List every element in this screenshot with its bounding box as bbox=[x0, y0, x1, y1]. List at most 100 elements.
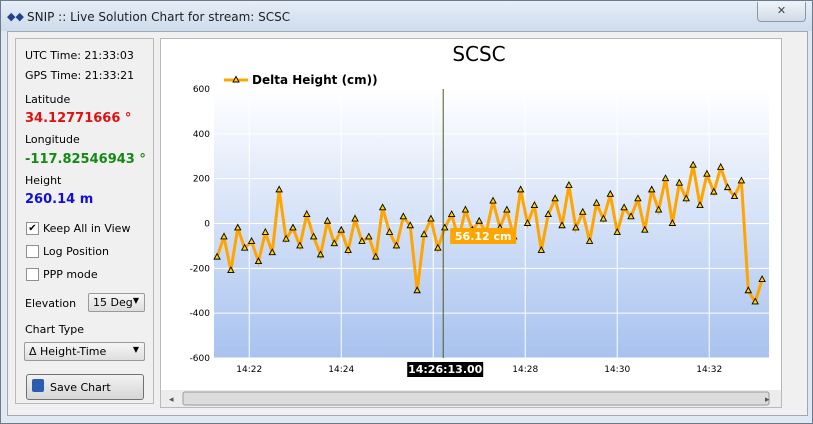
longitude-label: Longitude bbox=[25, 133, 80, 146]
data-point bbox=[530, 201, 539, 209]
data-point bbox=[689, 160, 697, 168]
y-tick-label: 600 bbox=[193, 85, 210, 95]
scroll-thumb[interactable] bbox=[182, 391, 770, 406]
gps-time: GPS Time: 21:33:21 bbox=[25, 69, 135, 82]
data-point bbox=[309, 232, 318, 240]
data-point bbox=[565, 180, 573, 188]
data-point bbox=[213, 252, 221, 260]
data-point bbox=[365, 232, 373, 240]
utc-time: UTC Time: 21:33:03 bbox=[25, 49, 134, 62]
data-point bbox=[434, 243, 442, 251]
data-point bbox=[613, 228, 621, 235]
scroll-left[interactable]: ◂ bbox=[169, 395, 174, 405]
y-tick-label: 0 bbox=[204, 220, 210, 230]
chart-type-select[interactable]: Δ Height-Time ▼ bbox=[24, 342, 145, 361]
longitude-value: -117.82546943 ° bbox=[25, 152, 146, 167]
elevation-value: 15 Deg bbox=[93, 296, 133, 309]
data-point bbox=[661, 174, 670, 182]
data-point bbox=[337, 225, 346, 233]
y-tick-label: 200 bbox=[193, 175, 210, 185]
data-point bbox=[696, 201, 704, 209]
checkbox[interactable] bbox=[26, 245, 39, 258]
data-point bbox=[406, 221, 415, 229]
data-point bbox=[351, 214, 359, 222]
data-point bbox=[634, 194, 642, 202]
app-icon: ◆◆ bbox=[7, 10, 24, 23]
data-point bbox=[641, 225, 649, 233]
data-point bbox=[247, 236, 256, 244]
close-button[interactable]: ✕ bbox=[757, 2, 806, 22]
title-bar: ◆◆ SNIP :: Live Solution Chart for strea… bbox=[1, 1, 812, 31]
data-point bbox=[544, 210, 552, 217]
x-tick-label: 14:28 bbox=[512, 365, 538, 375]
sidebar: UTC Time: 21:33:03 GPS Time: 21:33:21 La… bbox=[15, 38, 154, 404]
data-point bbox=[647, 185, 656, 193]
data-point bbox=[516, 185, 525, 193]
data-point bbox=[413, 286, 421, 294]
data-point bbox=[220, 232, 228, 240]
data-point bbox=[668, 219, 677, 226]
chart: ◂ ▸ SCSC -600 -400 -200 0 200 400 600 14:22 14:24… bbox=[161, 42, 781, 407]
data-point bbox=[654, 205, 663, 213]
y-tick-label: -200 bbox=[190, 264, 211, 274]
series-line bbox=[215, 162, 764, 306]
checkbox[interactable] bbox=[26, 268, 39, 281]
data-point bbox=[296, 241, 304, 249]
data-point bbox=[282, 234, 290, 242]
data-point bbox=[399, 212, 408, 220]
data-point bbox=[675, 178, 684, 186]
elevation-select[interactable]: 15 Deg ▼ bbox=[88, 293, 145, 312]
data-point bbox=[599, 214, 608, 222]
checkbox[interactable]: ✔ bbox=[26, 222, 39, 235]
scroll-right[interactable]: ▸ bbox=[765, 395, 770, 405]
data-point bbox=[275, 185, 283, 193]
window-title: SNIP :: Live Solution Chart for stream: … bbox=[27, 10, 291, 24]
height-value: 260.14 m bbox=[25, 192, 94, 207]
data-point bbox=[378, 203, 387, 211]
cursor-time-label: 14:26:13.00 bbox=[408, 363, 483, 376]
data-point bbox=[606, 189, 615, 197]
x-tick-label: 14:24 bbox=[328, 365, 354, 375]
data-point bbox=[503, 205, 511, 213]
x-tick-label: 14:30 bbox=[604, 365, 630, 375]
y-tick-label: -400 bbox=[190, 309, 211, 319]
data-point bbox=[371, 252, 380, 260]
data-point bbox=[385, 228, 394, 235]
chart-type-value: Δ Height-Time bbox=[29, 345, 107, 358]
data-point bbox=[330, 239, 339, 247]
cursor-value-box bbox=[450, 228, 517, 244]
data-point bbox=[572, 223, 580, 231]
data-point bbox=[578, 207, 587, 215]
cursor-value-label: 56.12 cm bbox=[455, 230, 512, 243]
checkbox-label: PPP mode bbox=[43, 268, 98, 281]
data-point bbox=[302, 210, 311, 217]
chart-title: SCSC bbox=[452, 42, 505, 66]
data-point bbox=[558, 221, 566, 229]
data-point bbox=[427, 214, 435, 222]
chart-panel: ◂ ▸ SCSC -600 -400 -200 0 200 400 600 14:22 14:24… bbox=[160, 38, 782, 408]
data-point bbox=[461, 205, 470, 213]
latitude-value: 34.12771666 ° bbox=[25, 111, 132, 126]
data-point bbox=[475, 216, 483, 224]
data-point bbox=[620, 203, 628, 211]
data-point bbox=[537, 245, 546, 253]
data-point bbox=[710, 187, 718, 195]
data-point bbox=[234, 223, 242, 231]
data-point bbox=[523, 219, 532, 226]
save-chart-label: Save Chart bbox=[50, 381, 111, 394]
data-point bbox=[344, 245, 352, 253]
data-point bbox=[737, 176, 746, 184]
chart-type-label: Chart Type bbox=[25, 323, 84, 336]
client-area: UTC Time: 21:33:03 GPS Time: 21:33:21 La… bbox=[7, 31, 808, 416]
save-chart-button[interactable]: Save Chart bbox=[26, 374, 144, 400]
data-point bbox=[227, 266, 235, 274]
elevation-label: Elevation bbox=[25, 297, 77, 310]
data-point bbox=[240, 243, 249, 251]
data-point bbox=[358, 236, 366, 244]
height-label: Height bbox=[25, 174, 62, 187]
legend-label: Delta Height (cm)) bbox=[252, 73, 378, 87]
data-point bbox=[627, 212, 635, 220]
data-point bbox=[323, 216, 332, 224]
data-point bbox=[261, 228, 270, 235]
